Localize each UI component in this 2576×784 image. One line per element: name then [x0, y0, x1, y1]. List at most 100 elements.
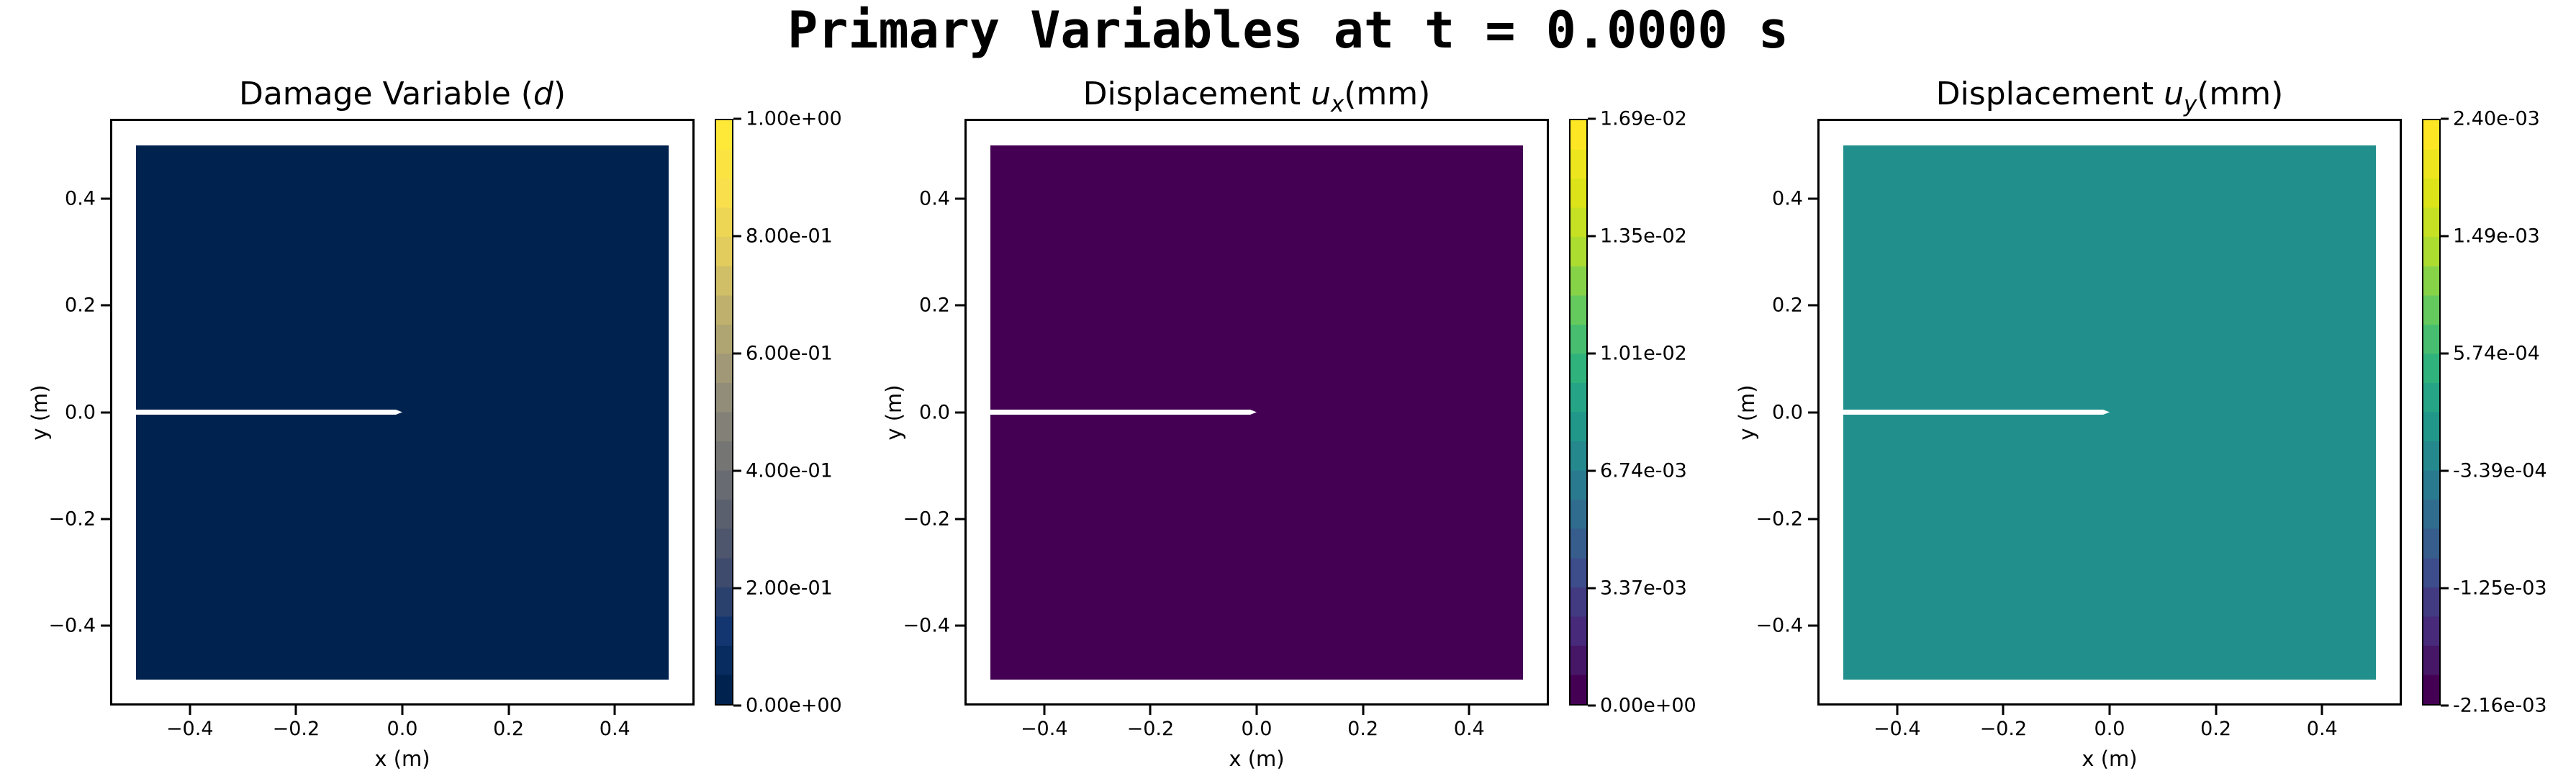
figure-title: Primary Variables at t = 0.0000 s	[787, 1, 1789, 60]
y-tick-label: 0.2	[1772, 294, 1803, 317]
y-tick-label: 0.4	[65, 187, 96, 210]
colorbar-tick-label: -1.25e-03	[2453, 577, 2547, 600]
colorbar-tick-mark	[1588, 235, 1596, 238]
title-text: (mm)	[1344, 76, 1431, 112]
y-tick-label: −0.4	[903, 614, 950, 637]
x-tick-mark	[2108, 706, 2111, 715]
x-tick-mark	[1255, 706, 1258, 715]
title-math-var: u	[1311, 76, 1332, 112]
y-tick-label: −0.4	[1755, 614, 1803, 637]
title-text: )	[553, 76, 566, 112]
subplot-title: Displacement ux(mm)	[1083, 76, 1431, 115]
colorbar-tick-label: 6.74e-03	[1600, 459, 1687, 482]
y-tick-mark	[1808, 518, 1817, 521]
y-tick-label: 0.0	[1772, 401, 1803, 423]
colorbar-tick-mark	[2441, 235, 2449, 238]
colorbar-tick-label: 8.00e-01	[746, 225, 833, 248]
crack-line	[990, 410, 1257, 415]
colorbar-gradient	[715, 119, 733, 706]
colorbar-tick-label: 5.74e-04	[2453, 342, 2540, 365]
title-text: Damage Variable (	[238, 76, 533, 112]
colorbar-tick-label: 0.00e+00	[1600, 694, 1696, 717]
colorbar-tick-mark	[733, 587, 741, 590]
y-tick-label: −0.2	[48, 508, 96, 531]
x-tick-mark	[189, 706, 191, 715]
y-tick-label: 0.0	[919, 401, 950, 423]
x-tick-label: 0.4	[599, 718, 631, 740]
subplot-displacement-x: Displacement ux(mm) −0.4 −0.2 0.0 0.2 0.…	[882, 76, 1756, 784]
colorbar-tick-mark	[1588, 352, 1596, 355]
y-tick-mark	[101, 411, 110, 413]
y-tick-mark	[955, 518, 964, 521]
colorbar-tick-label: 1.49e-03	[2453, 225, 2540, 248]
y-tick-label: 0.2	[919, 294, 950, 317]
y-axis-label: y (m)	[1735, 384, 1759, 441]
y-tick-label: −0.4	[48, 614, 96, 637]
x-tick-mark	[1896, 706, 1899, 715]
colorbar-tick-mark	[2441, 469, 2449, 472]
x-tick-mark	[401, 706, 404, 715]
axes-displacement-y: Displacement uy(mm) −0.4 −0.2 0.0 0.2 0.…	[1735, 76, 2402, 771]
x-tick-mark	[1468, 706, 1470, 715]
x-tick-label: −0.4	[1873, 718, 1921, 740]
x-tick-label: 0.4	[2306, 718, 2338, 740]
y-tick-mark	[955, 411, 964, 413]
y-tick-mark	[955, 304, 964, 307]
title-text: (mm)	[2197, 76, 2284, 112]
x-tick-label: 0.2	[2200, 718, 2232, 740]
title-text: Displacement	[1935, 76, 2164, 112]
y-tick-mark	[101, 624, 110, 627]
colorbar-tick-label: 1.01e-02	[1600, 342, 1687, 365]
colorbar-tick-mark	[733, 235, 741, 238]
colorbar-tick-label: -2.16e-03	[2453, 694, 2547, 717]
colorbar-tick-mark	[733, 704, 741, 707]
y-tick-label: −0.2	[903, 508, 950, 531]
x-tick-mark	[613, 706, 616, 715]
y-axis-label: y (m)	[27, 384, 52, 441]
x-tick-label: 0.0	[2094, 718, 2125, 740]
title-math-var: d	[533, 76, 553, 112]
x-tick-mark	[294, 706, 297, 715]
title-math-var: u	[2164, 76, 2184, 112]
x-tick-label: −0.2	[1126, 718, 1175, 740]
y-tick-mark	[955, 197, 964, 200]
x-tick-label: −0.4	[1020, 718, 1068, 740]
y-tick-mark	[1808, 411, 1817, 413]
x-tick-mark	[1043, 706, 1046, 715]
colorbar-displacement-x: 1.69e-02 1.35e-02 1.01e-02 6.74e-03 3.37…	[1569, 108, 1696, 717]
x-tick-mark	[1362, 706, 1365, 715]
colorbar-tick-mark	[733, 469, 741, 472]
colorbar-tick-mark	[2441, 704, 2449, 707]
x-tick-label: 0.0	[1241, 718, 1273, 740]
x-axis-label: x (m)	[2082, 747, 2138, 771]
x-tick-mark	[2002, 706, 2005, 715]
x-tick-label: −0.4	[166, 718, 214, 740]
colorbar-tick-mark	[1588, 117, 1596, 120]
title-subscript: y	[2184, 91, 2197, 117]
x-tick-label: 0.2	[1347, 718, 1379, 740]
crack-line	[136, 410, 402, 415]
subplot-title: Displacement uy(mm)	[1935, 76, 2284, 115]
colorbar-tick-label: 2.40e-03	[2453, 107, 2540, 130]
colorbar-tick-mark	[2441, 117, 2449, 120]
title-subscript: x	[1331, 91, 1345, 117]
x-tick-mark	[2215, 706, 2218, 715]
y-axis-label: y (m)	[882, 384, 906, 441]
colorbar-tick-label: 4.00e-01	[746, 459, 833, 482]
colorbar-tick-mark	[733, 352, 741, 355]
colorbar-tick-label: 6.00e-01	[746, 342, 833, 365]
x-tick-label: −0.2	[272, 718, 320, 740]
x-tick-label: 0.2	[493, 718, 525, 740]
y-tick-label: 0.0	[65, 401, 96, 423]
y-tick-label: 0.2	[65, 294, 96, 317]
colorbar-tick-mark	[1588, 469, 1596, 472]
x-axis-label: x (m)	[1229, 747, 1285, 771]
axes-displacement-x: Displacement ux(mm) −0.4 −0.2 0.0 0.2 0.…	[882, 76, 1549, 771]
x-tick-mark	[2320, 706, 2323, 715]
y-tick-mark	[1808, 304, 1817, 307]
x-axis-label: x (m)	[374, 747, 430, 771]
subplot-title: Damage Variable (d)	[238, 76, 566, 112]
colorbar-tick-label: 1.69e-02	[1600, 107, 1687, 130]
x-tick-label: 0.4	[1453, 718, 1485, 740]
